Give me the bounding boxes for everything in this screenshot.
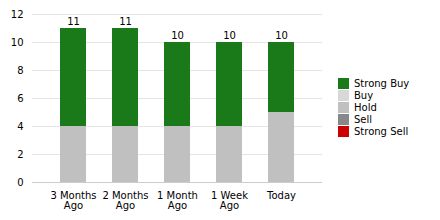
- html-text:Sell: Sell: [354, 113, 373, 125]
- svg-text:Today: Today: [266, 190, 296, 201]
- svg-text:2: 2: [17, 149, 23, 160]
- svg-text:3 MonthsAgo: 3 MonthsAgo: [50, 190, 96, 211]
- svg-text:10: 10: [223, 30, 236, 41]
- svg-text:1 WeekAgo: 1 WeekAgo: [211, 190, 248, 211]
- svg-text:4: 4: [17, 121, 23, 132]
- svg-text:1 MonthAgo: 1 MonthAgo: [157, 190, 198, 211]
- svg-text:10: 10: [171, 30, 184, 41]
- svg-text:2 MonthsAgo: 2 MonthsAgo: [102, 190, 148, 211]
- svg-text:6: 6: [17, 93, 23, 104]
- html-text:Strong Sell: Strong Sell: [354, 125, 409, 137]
- svg-text:12: 12: [11, 9, 24, 20]
- svg-text:10: 10: [11, 37, 24, 48]
- html-text:Buy: Buy: [354, 89, 374, 101]
- svg-text:8: 8: [17, 65, 23, 76]
- html-text:Strong Buy: Strong Buy: [354, 77, 410, 89]
- svg-text:11: 11: [67, 16, 80, 27]
- html-text:Hold: Hold: [354, 101, 377, 113]
- svg-text:0: 0: [17, 177, 23, 188]
- svg-text:11: 11: [119, 16, 132, 27]
- svg-text:10: 10: [275, 30, 288, 41]
